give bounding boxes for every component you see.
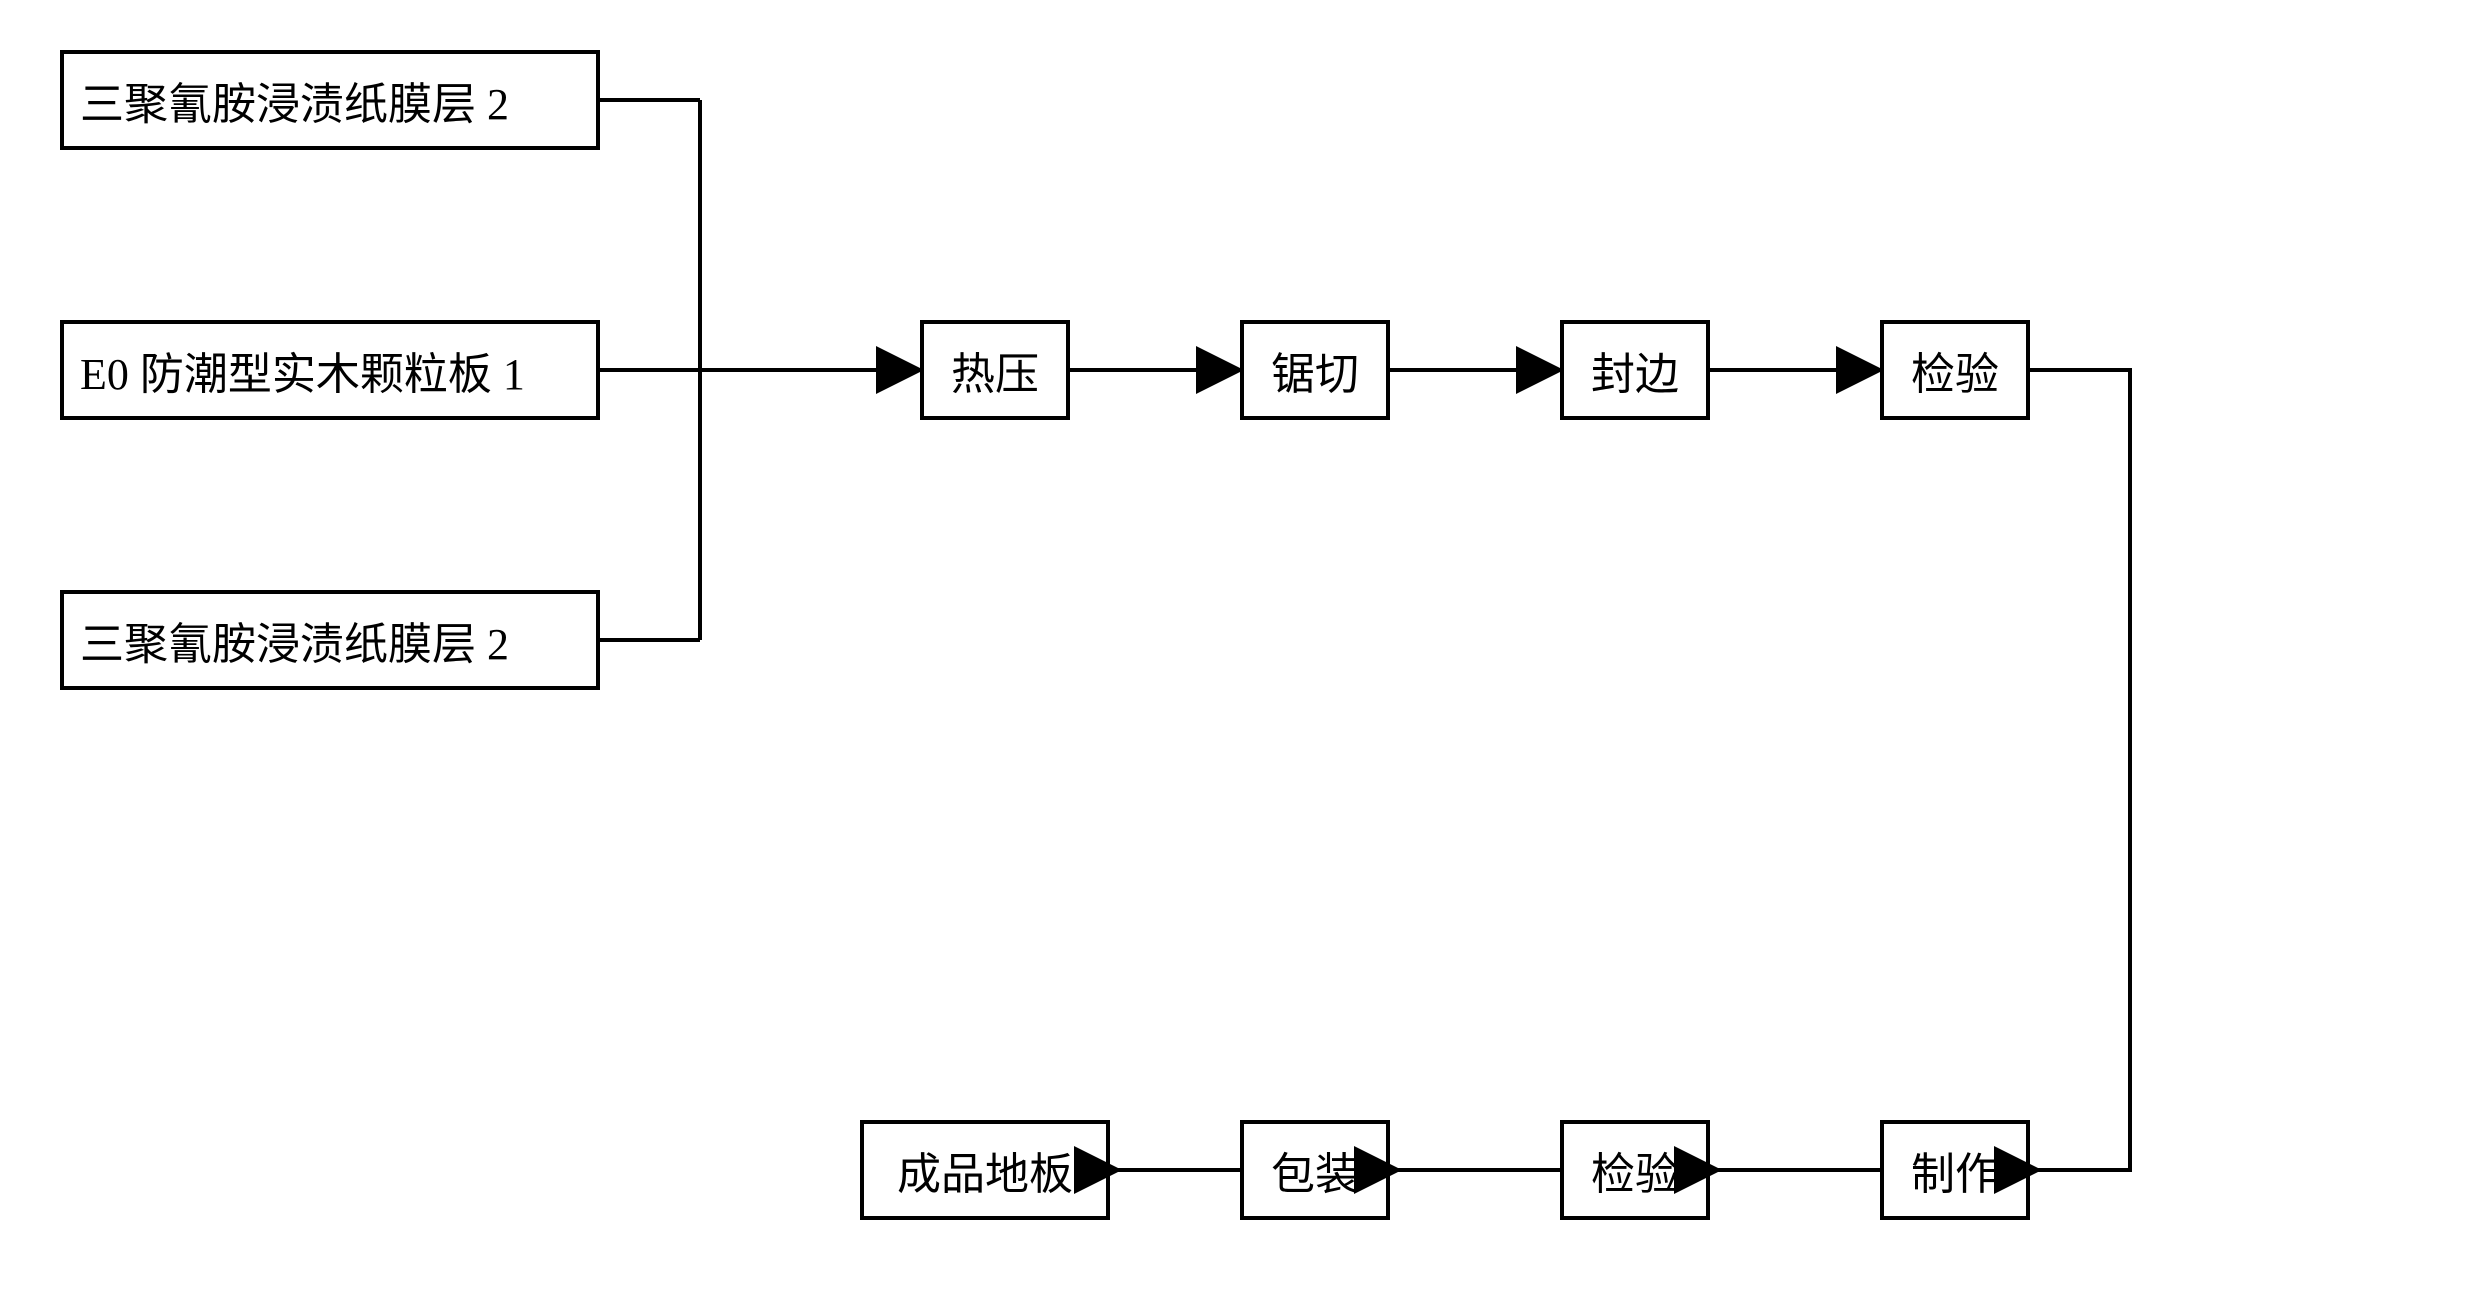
node-inspect1: 检验 xyxy=(1880,320,2030,420)
node-label: 三聚氰胺浸渍纸膜层 2 xyxy=(80,608,509,672)
node-input-bot: 三聚氰胺浸渍纸膜层 2 xyxy=(60,590,600,690)
node-label: E0 防潮型实木颗粒板 1 xyxy=(80,338,525,402)
edge-inspect1-make xyxy=(2030,370,2130,1170)
node-sawcut: 锯切 xyxy=(1240,320,1390,420)
node-label: 锯切 xyxy=(1271,338,1359,402)
node-label: 包装 xyxy=(1271,1138,1359,1202)
node-label: 三聚氰胺浸渍纸膜层 2 xyxy=(80,68,509,132)
node-input-top: 三聚氰胺浸渍纸膜层 2 xyxy=(60,50,600,150)
node-hotpress: 热压 xyxy=(920,320,1070,420)
node-finished: 成品地板 xyxy=(860,1120,1110,1220)
node-label: 检验 xyxy=(1591,1138,1679,1202)
node-label: 热压 xyxy=(951,338,1039,402)
node-label: 封边 xyxy=(1591,338,1679,402)
node-inspect2: 检验 xyxy=(1560,1120,1710,1220)
node-make: 制作 xyxy=(1880,1120,2030,1220)
node-label: 制作 xyxy=(1911,1138,1999,1202)
node-package: 包装 xyxy=(1240,1120,1390,1220)
node-input-mid: E0 防潮型实木颗粒板 1 xyxy=(60,320,600,420)
node-edgeband: 封边 xyxy=(1560,320,1710,420)
node-label: 成品地板 xyxy=(897,1138,1073,1202)
node-label: 检验 xyxy=(1911,338,1999,402)
